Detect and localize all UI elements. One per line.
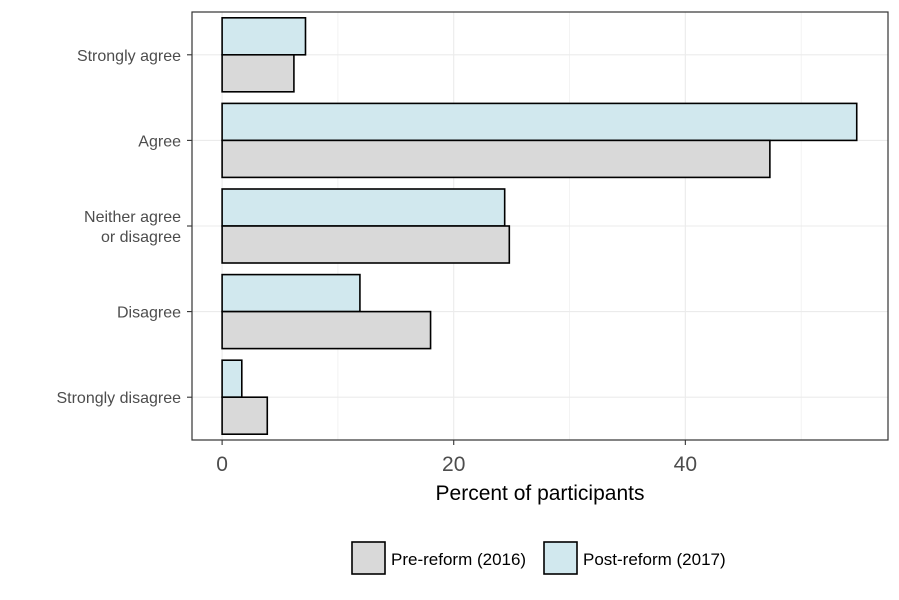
legend-key xyxy=(351,541,386,575)
y-tick-label: Agree xyxy=(138,133,181,150)
y-axis: Strongly agree Agree Neither agree or disag… xyxy=(56,48,192,407)
bar-pre-reform xyxy=(221,310,432,350)
y-tick-label: or disagree xyxy=(101,229,181,246)
bar-pre-reform xyxy=(221,396,269,436)
legend: Pre-reform (2016) Post-reform (2017) xyxy=(351,541,726,575)
y-tick-label: Strongly disagree xyxy=(56,390,181,407)
x-tick-label: 20 xyxy=(442,453,465,476)
bar-pre-reform xyxy=(221,225,511,264)
x-axis-title: Percent of participants xyxy=(436,482,645,505)
bar-pre-reform xyxy=(221,139,771,179)
bar-post-reform xyxy=(221,359,243,399)
legend-label: Post-reform (2017) xyxy=(583,550,726,569)
bars xyxy=(221,16,858,436)
x-tick-label: 40 xyxy=(674,453,697,476)
bar-post-reform xyxy=(221,188,506,227)
legend-key xyxy=(543,541,578,575)
x-tick-label: 0 xyxy=(216,453,228,476)
legend-label: Pre-reform (2016) xyxy=(391,550,526,569)
y-tick-label: Neither agree xyxy=(84,209,181,226)
bar-post-reform xyxy=(221,16,307,56)
bar-post-reform xyxy=(221,102,858,142)
y-tick-label: Disagree xyxy=(117,305,181,322)
bar-post-reform xyxy=(221,273,361,313)
y-tick-label: Strongly agree xyxy=(77,48,181,65)
bar-pre-reform xyxy=(221,53,295,93)
x-axis: 0 20 40 xyxy=(216,440,697,476)
